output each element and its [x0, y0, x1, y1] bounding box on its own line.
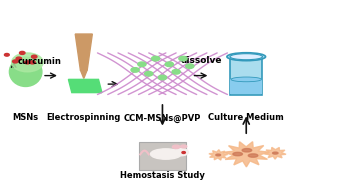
Ellipse shape	[181, 145, 187, 148]
Circle shape	[16, 57, 22, 60]
FancyBboxPatch shape	[139, 142, 185, 170]
Circle shape	[4, 53, 9, 56]
Ellipse shape	[172, 145, 180, 149]
Polygon shape	[264, 147, 286, 159]
Ellipse shape	[231, 77, 262, 82]
Circle shape	[138, 62, 146, 67]
Ellipse shape	[230, 54, 262, 60]
Ellipse shape	[227, 53, 265, 61]
Polygon shape	[209, 150, 228, 160]
Circle shape	[25, 61, 30, 64]
FancyBboxPatch shape	[230, 79, 262, 94]
Circle shape	[19, 51, 25, 54]
Text: dissolve: dissolve	[180, 56, 222, 65]
Circle shape	[172, 70, 180, 74]
Text: MSNs: MSNs	[13, 113, 39, 122]
Text: Electrospinning: Electrospinning	[47, 113, 121, 122]
Circle shape	[145, 71, 153, 76]
Polygon shape	[75, 34, 92, 70]
Polygon shape	[80, 70, 87, 78]
Text: Hemostasis Study: Hemostasis Study	[120, 171, 205, 180]
Circle shape	[152, 56, 160, 61]
FancyBboxPatch shape	[230, 57, 263, 94]
Circle shape	[13, 60, 18, 63]
Ellipse shape	[9, 57, 42, 87]
Ellipse shape	[216, 154, 221, 156]
Ellipse shape	[150, 149, 181, 159]
Ellipse shape	[242, 149, 252, 152]
Circle shape	[165, 62, 173, 67]
Circle shape	[131, 68, 139, 72]
Circle shape	[158, 75, 167, 80]
Text: curcumin: curcumin	[18, 57, 62, 66]
Text: CCM-MSNs@PVP: CCM-MSNs@PVP	[124, 113, 201, 122]
Polygon shape	[68, 79, 102, 93]
Ellipse shape	[174, 149, 188, 156]
Ellipse shape	[12, 53, 43, 72]
Circle shape	[31, 55, 37, 58]
Ellipse shape	[233, 152, 242, 156]
Circle shape	[186, 64, 194, 68]
Circle shape	[30, 61, 35, 64]
Ellipse shape	[273, 152, 278, 154]
Polygon shape	[223, 142, 269, 167]
Circle shape	[182, 152, 185, 153]
Text: Culture Medium: Culture Medium	[208, 113, 284, 122]
Ellipse shape	[248, 154, 258, 157]
Circle shape	[179, 56, 187, 61]
